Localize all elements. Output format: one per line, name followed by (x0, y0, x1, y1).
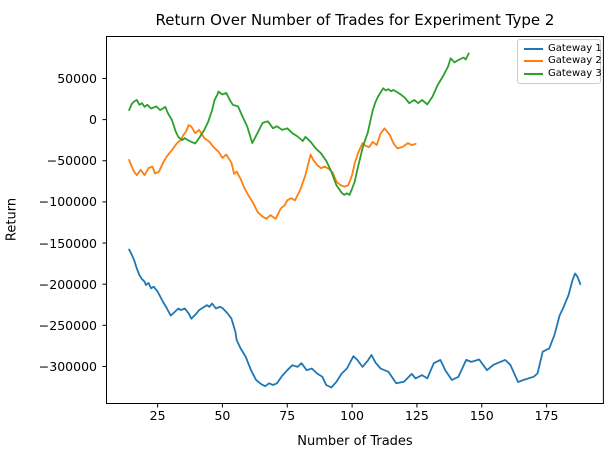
series-line-gateway-3 (128, 52, 470, 196)
x-axis-label: Number of Trades (297, 434, 413, 449)
y-tick-label: −300000 (38, 358, 97, 374)
chart-title: Return Over Number of Trades for Experim… (155, 11, 555, 29)
x-tick-label: 125 (404, 408, 429, 423)
series-line-gateway-1 (128, 248, 582, 389)
legend: Gateway 1 Gateway 2 Gateway 3 (517, 39, 602, 84)
x-tick-label: 175 (534, 408, 559, 423)
legend-label: Gateway 1 (548, 43, 602, 55)
legend-entry: Gateway 3 (524, 68, 602, 80)
legend-line-swatch (524, 60, 543, 63)
y-tick-label: −100000 (38, 194, 97, 210)
legend-line-swatch (524, 72, 543, 75)
y-tick-label: 50000 (57, 70, 97, 86)
x-tick-label: 25 (149, 408, 166, 423)
y-tick-label: −150000 (38, 235, 97, 251)
x-tick-label: 150 (469, 408, 494, 423)
series-line-gateway-2 (128, 124, 417, 220)
legend-label: Gateway 2 (548, 55, 602, 67)
y-tick-label: 0 (89, 112, 97, 128)
legend-entry: Gateway 2 (524, 55, 602, 67)
y-tick-label: −50000 (46, 153, 97, 169)
axes-frame (106, 36, 604, 404)
x-tick-label: 50 (214, 408, 231, 423)
x-tick-label: 100 (340, 408, 365, 423)
legend-entry: Gateway 1 (524, 43, 602, 55)
y-tick-label: −200000 (38, 276, 97, 292)
legend-line-swatch (524, 48, 543, 51)
y-tick-label: −250000 (38, 317, 97, 333)
legend-label: Gateway 3 (548, 67, 602, 79)
x-tick-label: 75 (279, 408, 296, 423)
